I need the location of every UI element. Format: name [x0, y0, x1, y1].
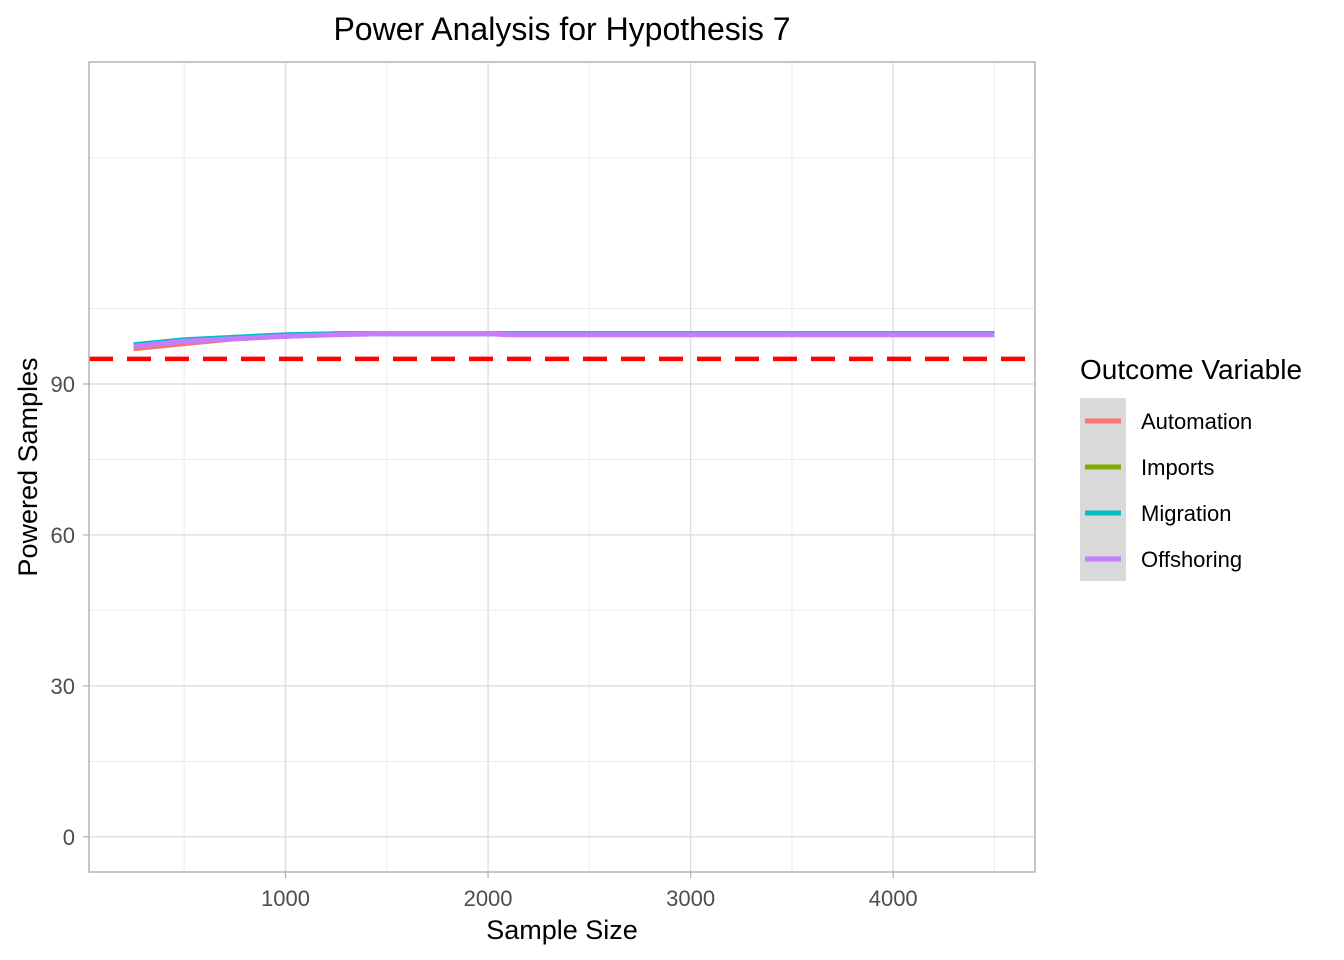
y-tick-label: 60: [51, 523, 75, 548]
x-tick-label: 4000: [869, 886, 918, 911]
y-tick-label: 90: [51, 372, 75, 397]
x-tick-label: 1000: [261, 886, 310, 911]
y-tick-label: 0: [63, 825, 75, 850]
series-lines: [133, 331, 995, 352]
minor-gridlines: [89, 62, 1035, 872]
x-tick-label: 2000: [464, 886, 513, 911]
y-axis-title: Powered Samples: [13, 357, 43, 576]
legend-items: Automation Imports Migration Offshoring: [1085, 409, 1252, 572]
legend-key-background: [1080, 398, 1126, 581]
series-line-offshoring: [133, 331, 995, 349]
chart-title: Power Analysis for Hypothesis 7: [333, 11, 790, 47]
x-tick-label: 3000: [666, 886, 715, 911]
plot-panel-border: [88, 61, 1036, 873]
legend-title: Outcome Variable: [1080, 354, 1302, 385]
legend-label-automation: Automation: [1141, 409, 1252, 434]
y-axis-ticks: 0 30 60 90: [51, 372, 89, 850]
y-tick-label: 30: [51, 674, 75, 699]
x-axis-title: Sample Size: [486, 915, 638, 945]
legend-label-migration: Migration: [1141, 501, 1231, 526]
legend: Outcome Variable Automation Imports Migrat…: [1080, 354, 1302, 581]
legend-label-imports: Imports: [1141, 455, 1214, 480]
legend-label-offshoring: Offshoring: [1141, 547, 1242, 572]
x-axis-ticks: 1000 2000 3000 4000: [261, 872, 918, 911]
major-gridlines: [89, 62, 1035, 872]
